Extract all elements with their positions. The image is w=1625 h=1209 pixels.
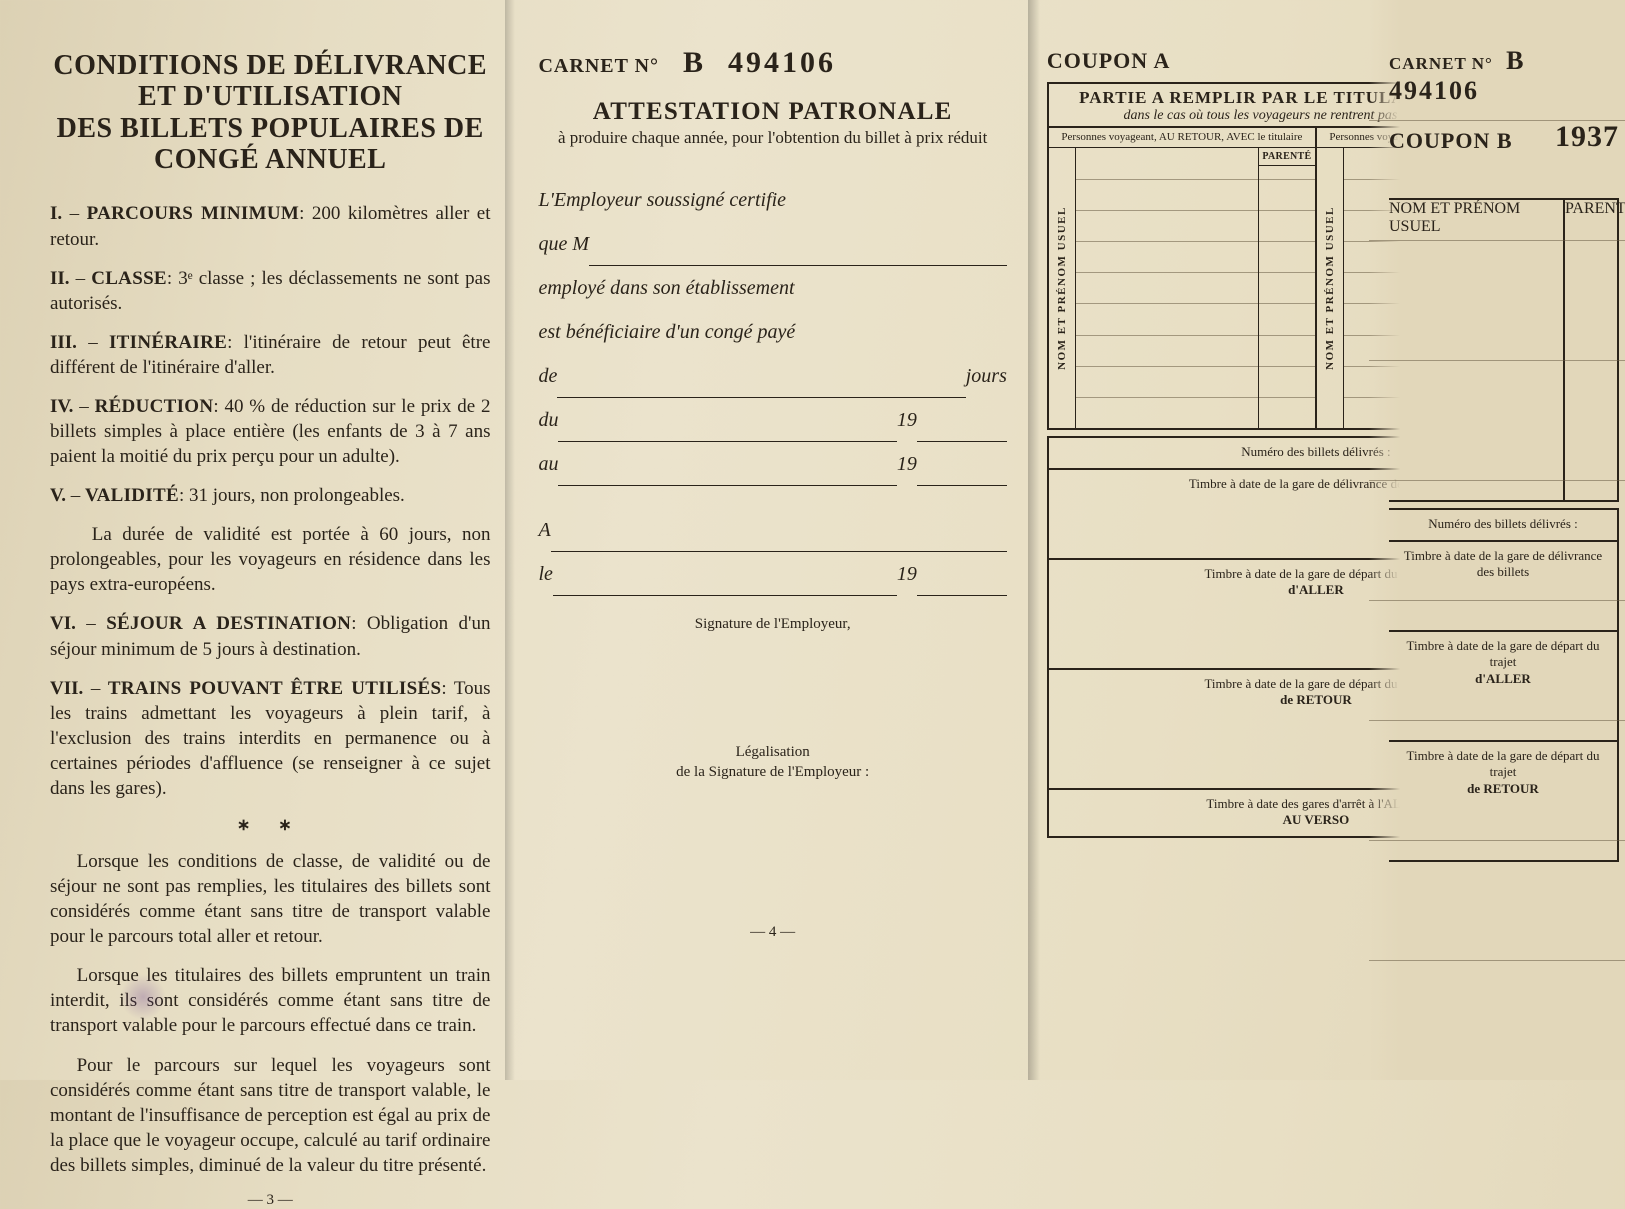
- cert-de: de: [538, 354, 557, 398]
- page-number-4: — 4 —: [538, 924, 1006, 941]
- blank-lieu: [551, 529, 1007, 552]
- legalisation-block: Légalisation de la Signature de l'Employ…: [538, 743, 1006, 782]
- cert-le: le: [538, 552, 552, 596]
- vlabel-a: NOM ET PRÉNOM USUEL: [1056, 206, 1068, 370]
- para-3: Pour le parcours sur lequel les voyageur…: [50, 1053, 490, 1178]
- ink-stain: [120, 974, 166, 1020]
- cert-au: au: [538, 442, 558, 486]
- sub-avec: Personnes voyageant, AU RETOUR, AVEC le …: [1049, 128, 1315, 148]
- cert-intro: L'Employeur soussigné certifie: [538, 178, 1006, 222]
- attestation-title: ATTESTATION PATRONALE: [538, 98, 1006, 126]
- cert-19b: 19: [897, 442, 917, 486]
- blank-year-au: [917, 463, 1007, 486]
- conditions-title: CONDITIONS DE DÉLIVRANCE ET D'UTILISATIO…: [50, 50, 490, 175]
- grid-half-avec: Personnes voyageant, AU RETOUR, AVEC le …: [1049, 128, 1315, 428]
- cert-19a: 19: [897, 398, 917, 442]
- conditions-list: I. – PARCOURS MINIMUM: 200 kilomètres al…: [50, 201, 490, 801]
- fold-shadow-a: [505, 0, 515, 1080]
- carnet-number-line: CARNET N° B 494106: [538, 46, 1006, 80]
- vlabel-b: NOM ET PRÉNOM USUEL: [1324, 206, 1336, 370]
- title-line1: CONDITIONS DE DÉLIVRANCE ET D'UTILISATIO…: [53, 50, 487, 112]
- legal-line2: de la Signature de l'Employeur :: [538, 763, 1006, 783]
- blank-year-le: [917, 573, 1007, 596]
- conditions-paragraphs: Lorsque les conditions de classe, de val…: [50, 849, 490, 1178]
- cert-19c: 19: [897, 552, 917, 596]
- cert-emp: employé dans son établissement: [538, 266, 1006, 310]
- attestation-subtitle: à produire chaque année, pour l'obtentio…: [538, 128, 1006, 148]
- grid-b: NOM ET PRÉNOM USUEL PARENTÉ: [1389, 198, 1619, 502]
- blank-year-du: [917, 419, 1007, 442]
- carnet-series: B: [665, 46, 722, 79]
- cert-A: A: [538, 508, 550, 552]
- panel-attestation: CARNET N° B 494106 ATTESTATION PATRONALE…: [508, 40, 1026, 1050]
- title-line2: DES BILLETS POPULAIRES DE CONGÉ ANNUEL: [57, 113, 484, 175]
- coupon-b-overlay: CARNET N° B 494106 COUPON B 1937 NOM ET …: [1369, 0, 1625, 1080]
- blank-du: [558, 419, 896, 442]
- document-page: CONDITIONS DE DÉLIVRANCE ET D'UTILISATIO…: [0, 0, 1625, 1080]
- cert-jours: jours: [966, 354, 1007, 398]
- cert-benef: est bénéficiaire d'un congé payé: [538, 310, 1006, 354]
- carnet-label: CARNET N°: [538, 55, 659, 77]
- coupon-a-label: COUPON A: [1047, 48, 1171, 74]
- names-col-a: [1076, 148, 1258, 428]
- cert-que: que M: [538, 222, 589, 266]
- legal-line1: Légalisation: [538, 743, 1006, 763]
- blank-days: [557, 375, 965, 398]
- para-1: Lorsque les conditions de classe, de val…: [50, 849, 490, 949]
- blank-date: [553, 573, 897, 596]
- panel-conditions: CONDITIONS DE DÉLIVRANCE ET D'UTILISATIO…: [30, 40, 508, 1050]
- para-2: Lorsque les titulaires des billets empru…: [50, 963, 490, 1038]
- blank-name: [589, 243, 1007, 266]
- cert-du: du: [538, 398, 558, 442]
- separator-asterisks: ∗ ∗: [50, 815, 490, 835]
- signature-label: Signature de l'Employeur,: [538, 616, 1006, 633]
- certificate-body: L'Employeur soussigné certifie que M emp…: [538, 178, 1006, 596]
- page-number-3: — 3 —: [50, 1192, 490, 1209]
- blank-au: [558, 463, 896, 486]
- carnet-number: 494106: [728, 46, 836, 79]
